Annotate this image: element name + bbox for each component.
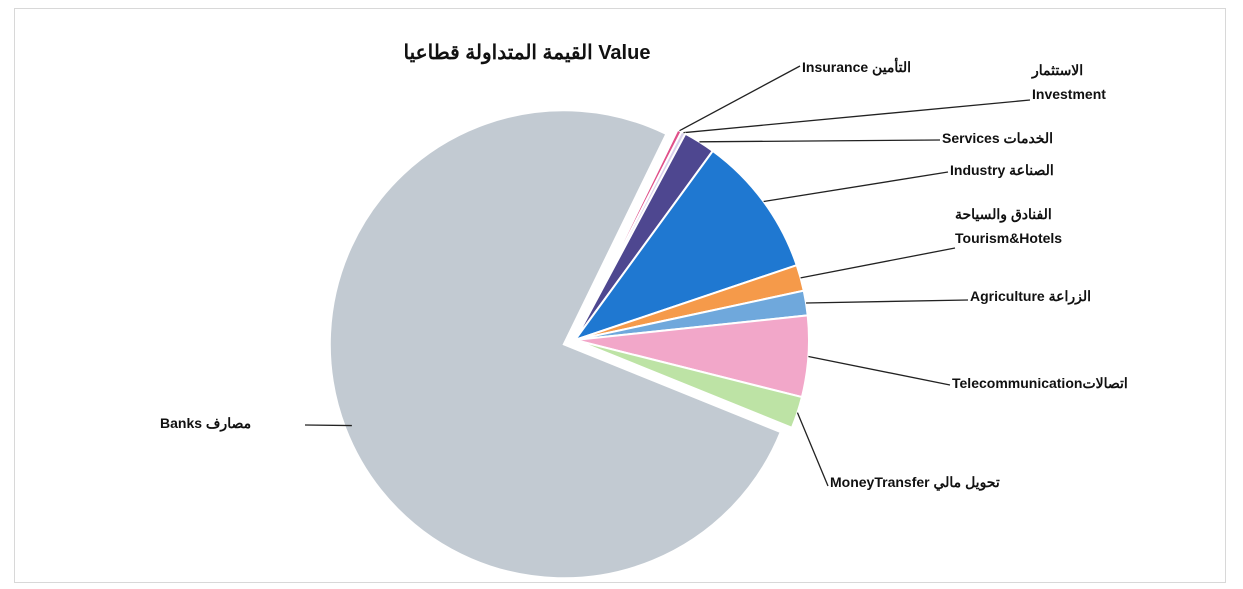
slice-label: Telecommunicationاتصالات	[952, 375, 1128, 391]
leader-line	[304, 424, 352, 427]
slice-label: Banks مصارف	[160, 415, 252, 431]
leader-line	[800, 247, 956, 279]
leader-line	[806, 299, 969, 304]
pie-slice	[574, 339, 804, 430]
slice-label: الاستثمار Investment	[1032, 62, 1106, 102]
leader-line	[796, 412, 829, 487]
slice-label: Industry الصناعة	[950, 162, 1054, 178]
leader-line	[763, 171, 949, 203]
slice-label: Agriculture الزراعة	[970, 288, 1091, 304]
slice-label: Insurance التأمين	[802, 59, 912, 75]
leader-line	[679, 65, 801, 132]
leader-line	[808, 355, 951, 386]
chart-title: القيمة المتداولة قطاعيا Value	[403, 42, 651, 64]
leader-line	[683, 99, 1031, 134]
chart-frame	[14, 8, 1226, 583]
slice-label: Services الخدمات	[942, 130, 1053, 146]
slice-label: MoneyTransfer تحويل مالي	[830, 474, 1000, 490]
leader-line	[699, 139, 941, 143]
pie-slice	[328, 109, 782, 580]
slice-label: الفنادق والسياحة Tourism&Hotels	[955, 206, 1063, 246]
